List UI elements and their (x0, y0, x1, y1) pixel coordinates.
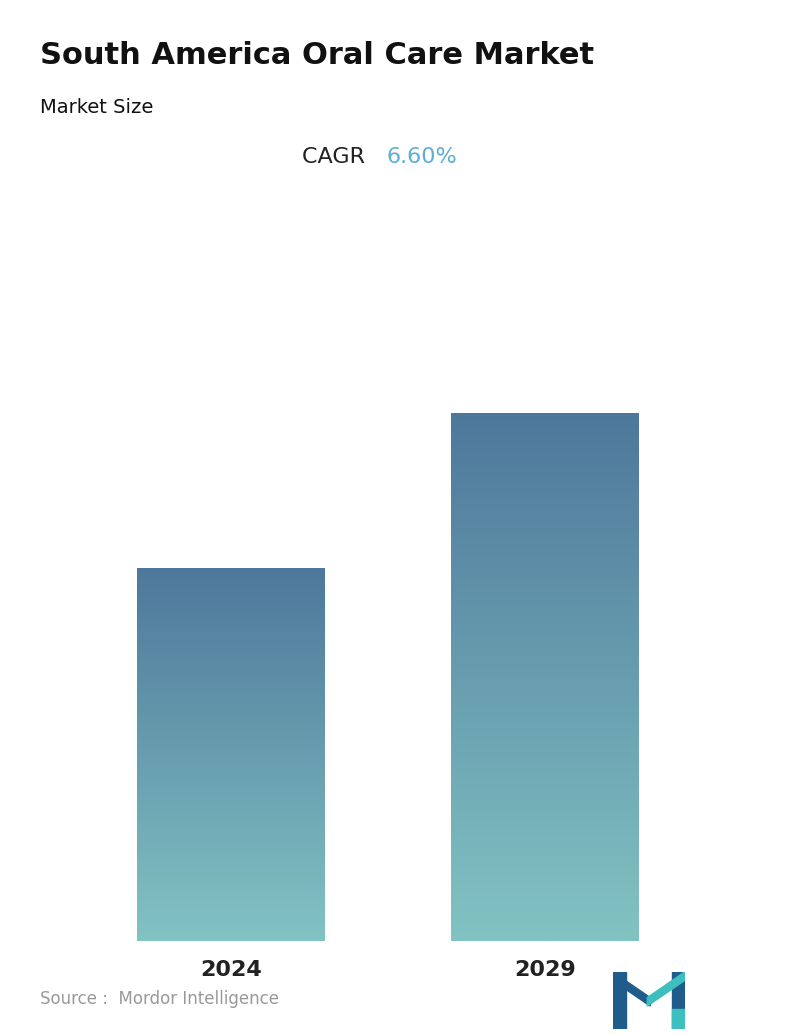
Text: 6.60%: 6.60% (386, 147, 457, 166)
Text: Source :  Mordor Intelligence: Source : Mordor Intelligence (40, 991, 279, 1008)
Polygon shape (672, 972, 685, 1029)
Polygon shape (647, 972, 685, 1006)
Polygon shape (613, 972, 650, 1006)
Polygon shape (672, 1009, 685, 1029)
Text: Market Size: Market Size (40, 98, 153, 117)
Polygon shape (613, 972, 626, 1029)
Text: CAGR: CAGR (302, 147, 380, 166)
Text: South America Oral Care Market: South America Oral Care Market (40, 41, 594, 70)
